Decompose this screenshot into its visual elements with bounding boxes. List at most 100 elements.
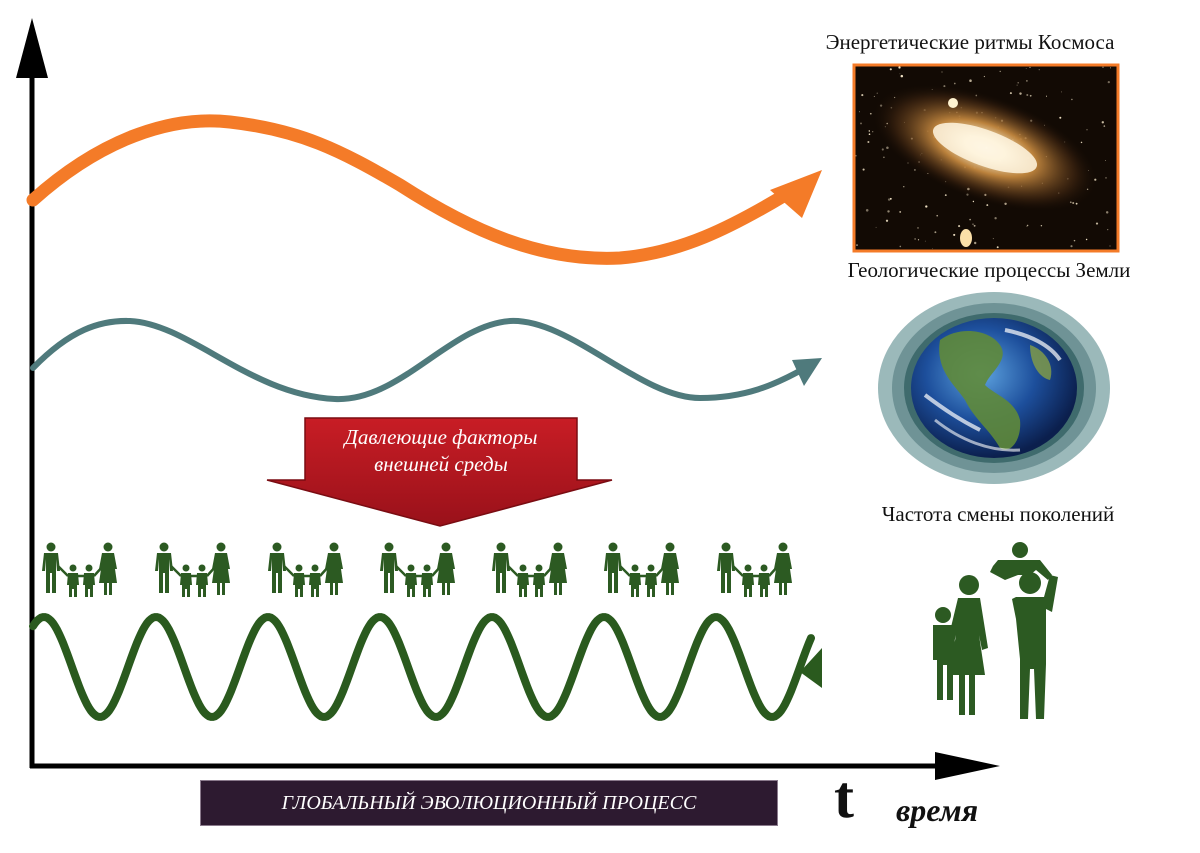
star	[1009, 92, 1012, 95]
family-silhouette-icon	[266, 541, 345, 599]
star	[969, 79, 972, 82]
star	[1073, 239, 1076, 242]
star	[889, 68, 892, 71]
family-silhouette-icon	[40, 541, 119, 599]
family-silhouette-icon	[490, 541, 569, 599]
global-process-box: ГЛОБАЛЬНЫЙ ЭВОЛЮЦИОННЫЙ ПРОЦЕСС	[200, 780, 778, 826]
family-silhouette-icon	[378, 541, 457, 599]
star	[944, 194, 947, 197]
star	[969, 218, 971, 221]
star	[972, 223, 974, 225]
star	[972, 200, 975, 203]
star	[1105, 177, 1107, 179]
star	[868, 130, 871, 132]
time-axis-label: время	[896, 792, 979, 828]
pressure-text: Давлеющие факторы внешней среды	[300, 424, 582, 478]
star	[914, 238, 916, 240]
star	[996, 246, 999, 249]
star	[883, 156, 885, 159]
star	[868, 133, 871, 136]
star	[1060, 91, 1063, 93]
parent-lifting-child-icon	[933, 542, 1058, 719]
star	[958, 225, 961, 228]
star	[1105, 211, 1109, 214]
star	[1040, 224, 1043, 227]
star	[903, 186, 905, 188]
star	[885, 219, 889, 222]
star	[1080, 141, 1083, 144]
star	[1026, 225, 1028, 227]
star	[974, 241, 977, 245]
star	[899, 245, 902, 248]
star	[994, 217, 997, 220]
star	[925, 205, 928, 208]
star	[1107, 80, 1110, 84]
star	[872, 131, 874, 133]
star	[1107, 228, 1109, 231]
star	[917, 227, 919, 229]
star	[1110, 67, 1111, 69]
cosmos-wave-arrowhead	[770, 170, 822, 218]
pressure-text-line2: внешней среды	[374, 452, 508, 476]
star	[869, 112, 872, 115]
star	[986, 204, 989, 207]
star	[924, 240, 926, 242]
star	[1029, 66, 1031, 69]
star	[899, 73, 901, 75]
star	[934, 231, 937, 234]
star	[983, 75, 986, 78]
star	[1025, 67, 1027, 69]
star	[1026, 93, 1029, 97]
star	[873, 95, 875, 97]
star	[858, 111, 861, 113]
star	[1038, 69, 1040, 71]
star	[941, 71, 943, 73]
star	[1102, 66, 1104, 68]
star	[992, 238, 994, 240]
star	[900, 74, 904, 78]
star	[861, 94, 864, 97]
star	[936, 214, 939, 217]
star	[1019, 92, 1022, 95]
star	[881, 148, 884, 151]
t-axis-label: t	[834, 764, 854, 830]
star	[932, 248, 934, 250]
star	[1109, 245, 1111, 247]
star	[1026, 80, 1028, 82]
star	[1029, 94, 1032, 97]
family-silhouette-icon	[602, 541, 681, 599]
star	[1101, 121, 1104, 124]
star	[856, 244, 858, 247]
pressure-text-line1: Давлеющие факторы	[344, 425, 538, 449]
star	[1103, 125, 1106, 127]
star	[999, 70, 1001, 73]
star	[1086, 129, 1088, 131]
star	[887, 210, 890, 213]
star	[1085, 238, 1088, 241]
generation-wave	[29, 613, 822, 721]
earth-wave-arrowhead	[792, 358, 822, 386]
star	[953, 233, 956, 236]
earth-globe-icon	[878, 292, 1110, 484]
star	[875, 226, 877, 228]
star	[1017, 81, 1019, 84]
star	[898, 66, 901, 69]
star	[1105, 160, 1106, 162]
earth-wave	[30, 317, 822, 403]
star	[1071, 98, 1073, 101]
star	[1059, 116, 1062, 119]
star	[1070, 245, 1073, 248]
star	[887, 198, 891, 201]
star	[899, 210, 902, 213]
star	[1045, 95, 1048, 97]
cosmos-wave	[26, 114, 822, 265]
star	[867, 140, 870, 144]
star	[917, 239, 920, 241]
star	[855, 154, 857, 157]
cosmos-label: Энергетические ритмы Космоса	[825, 30, 1115, 54]
star	[876, 92, 878, 94]
star	[1027, 224, 1029, 226]
star	[862, 168, 865, 171]
star	[953, 82, 956, 85]
